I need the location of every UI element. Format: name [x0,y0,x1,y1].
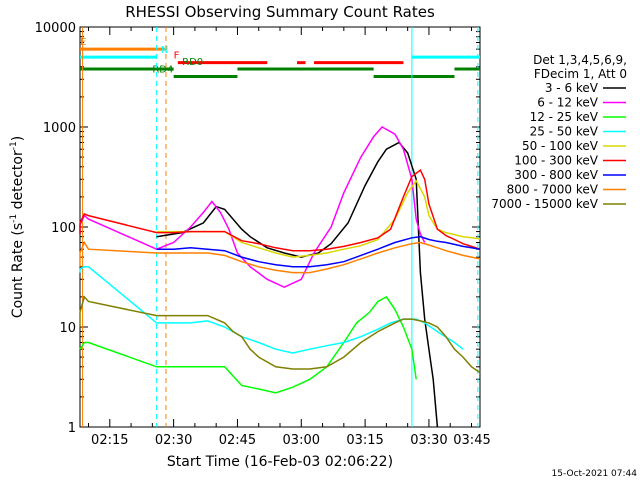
legend-item-label: 800 - 7000 keV [507,183,599,197]
x-axis-label: Start Time (16-Feb-03 02:06:22) [167,454,393,470]
state-bar-label: RD4 [152,64,173,75]
x-tick-label: 02:15 [91,433,128,448]
legend: Det 1,3,4,5,6,9, FDecim 1, Att 0 3 - 6 k… [491,53,627,211]
y-tick-label: 10000 [35,21,76,36]
y-tick-label: 100 [51,221,76,236]
legend-item-label: 25 - 50 keV [530,125,599,139]
legend-item-label: 300 - 800 keV [514,168,598,182]
legend-item-label: 12 - 25 keV [530,110,599,124]
state-bar-label: RD0 [182,57,203,68]
series-line [79,295,417,394]
state-bar-label: E [80,37,86,48]
legend-header-line: Det 1,3,4,5,6,9, [533,53,627,67]
series-line [79,169,481,252]
x-axis-ticks: 02:15 02:30 02:45 03:00 03:15 03:30 03:45 [88,27,491,448]
series-lines [79,126,481,428]
y-tick-label: 1000 [43,121,76,136]
y-tick-label: 1 [68,421,76,436]
series-line [156,141,439,428]
legend-item-label: 3 - 6 keV [545,81,599,95]
y-axis-label-part: Count Rate (s [10,223,26,318]
series-line [156,235,481,268]
legend-item-label: 50 - 100 keV [522,139,599,153]
legend-item-label: 100 - 300 keV [514,154,598,168]
markers [82,27,479,427]
series-line [79,240,481,274]
y-tick-label: 10 [59,321,76,336]
x-tick-label: 02:30 [155,433,192,448]
series-line [79,266,464,354]
x-tick-label: 03:45 [453,433,490,448]
x-tick-label: 02:45 [219,433,256,448]
state-bar-label: N [161,45,168,56]
series-line [79,295,481,374]
y-axis-label-part: detector [10,150,26,214]
legend-header-line: FDecim 1, Att 0 [534,67,627,81]
y-axis-label-sup: -1 [9,141,19,150]
x-tick-label: 03:15 [346,433,383,448]
chart-title: RHESSI Observing Summary Count Rates [125,3,435,21]
legend-item-label: 7000 - 15000 keV [491,197,598,211]
timestamp: 15-Oct-2021 07:44 [552,469,638,479]
y-axis-label-part: ) [10,136,26,141]
x-tick-label: 03:00 [283,433,320,448]
x-tick-label: 03:30 [410,433,447,448]
state-bar-label: F [174,51,180,62]
y-axis-label: Count Rate (s-1 detector-1) [9,136,26,318]
y-axis-label-sup: -1 [9,214,19,223]
legend-item-label: 6 - 12 keV [537,96,599,110]
series-line [79,126,426,289]
